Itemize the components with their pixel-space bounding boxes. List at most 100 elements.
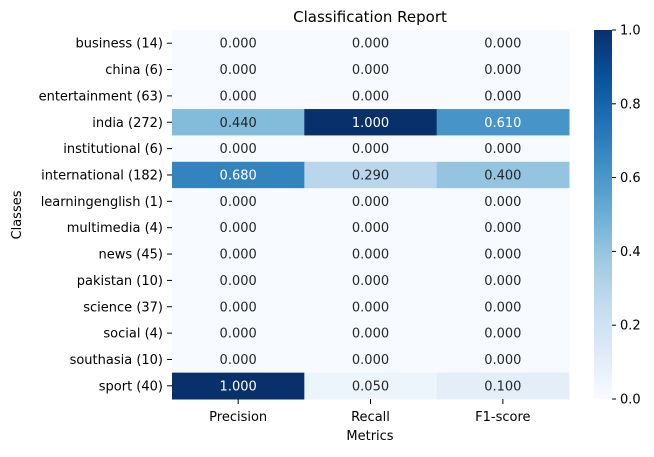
- colorbar-tick-label: 1.0: [620, 24, 641, 39]
- heatmap-cell: [436, 293, 570, 321]
- cell-value-label: 0.000: [220, 300, 257, 315]
- heatmap-cell: [304, 188, 438, 215]
- cell-value-label: 0.000: [484, 89, 521, 104]
- heatmap-cell: [436, 372, 570, 400]
- cell-value-label: 0.000: [352, 353, 389, 368]
- row-label: india (272): [92, 116, 163, 131]
- row-label: social (4): [103, 327, 163, 342]
- colorbar-tick-label: 0.8: [620, 97, 641, 112]
- heatmap-cell: [172, 30, 305, 57]
- cell-value-label: 0.000: [220, 274, 257, 289]
- heatmap-cell: [436, 82, 570, 110]
- colorbar-tick-label: 0.6: [620, 171, 641, 186]
- heatmap-cell: [172, 372, 305, 400]
- cell-value-label: 0.000: [352, 221, 389, 236]
- cell-value-label: 0.290: [352, 168, 389, 183]
- heatmap-cell: [172, 319, 305, 347]
- row-label: southasia (10): [70, 353, 163, 368]
- row-labels: business (14) china (6) entertainment (63)…: [39, 37, 172, 394]
- heatmap-cell: [304, 56, 438, 84]
- cell-value-label: 0.000: [220, 221, 257, 236]
- x-axis-label: Metrics: [346, 429, 393, 444]
- cell-value-label: 0.610: [484, 116, 521, 131]
- heatmap-cell: [172, 135, 305, 163]
- colorbar: [594, 30, 612, 399]
- row-label: china (6): [105, 63, 163, 78]
- cell-value-label: 0.000: [220, 89, 257, 104]
- cell-value-label: 0.100: [484, 379, 521, 394]
- column-label: Precision: [209, 410, 267, 425]
- heatmap-cell: [304, 109, 438, 136]
- heatmap-cell: [436, 56, 570, 84]
- cell-value-label: 0.000: [220, 248, 257, 263]
- cell-value-label: 0.000: [220, 195, 257, 210]
- cell-value-label: 0.000: [220, 63, 257, 78]
- heatmap-cell: [304, 372, 438, 400]
- heatmap-cell: [436, 109, 570, 136]
- heatmap-cell: [436, 267, 570, 295]
- colorbar-tick-label: 0.2: [620, 319, 641, 334]
- cell-value-label: 0.000: [352, 248, 389, 263]
- heatmap-cell: [304, 293, 438, 321]
- row-label: institutional (6): [63, 142, 163, 157]
- heatmap-cell: [436, 188, 570, 215]
- heatmap-cell: [304, 214, 438, 242]
- y-axis-label: Classes: [10, 190, 25, 239]
- row-label: multimedia (4): [67, 221, 163, 236]
- cells-layer: 0.000 0.000 0.000 0.000 0.000 0.000 0.000 0.000…: [172, 30, 570, 400]
- cell-value-label: 0.000: [220, 37, 257, 52]
- cell-value-label: 0.000: [484, 142, 521, 157]
- heatmap-cell: [436, 30, 570, 57]
- cell-value-label: 0.000: [484, 37, 521, 52]
- cell-value-label: 0.000: [352, 63, 389, 78]
- cell-value-label: 0.000: [484, 195, 521, 210]
- row-label: international (182): [41, 168, 163, 183]
- cell-value-label: 0.000: [484, 353, 521, 368]
- row-label: science (37): [83, 300, 163, 315]
- colorbar-tick-label: 0.0: [620, 393, 641, 408]
- colorbar-tick-label: 0.4: [620, 245, 641, 260]
- cell-value-label: 0.000: [484, 327, 521, 342]
- cell-value-label: 0.000: [484, 300, 521, 315]
- cell-value-label: 0.400: [484, 168, 521, 183]
- heatmap-cell: [172, 56, 305, 84]
- heatmap-cell: [172, 240, 305, 268]
- cell-value-label: 0.440: [220, 116, 257, 131]
- column-label: F1-score: [475, 410, 530, 425]
- heatmap-cell: [304, 135, 438, 163]
- heatmap-cell: [436, 214, 570, 242]
- heatmap-cell: [436, 346, 570, 374]
- cell-value-label: 0.000: [352, 195, 389, 210]
- heatmap-cell: [304, 267, 438, 295]
- heatmap-cell: [172, 109, 305, 136]
- heatmap-cell: [436, 240, 570, 268]
- heatmap-cell: [172, 188, 305, 215]
- cell-value-label: 0.000: [352, 274, 389, 289]
- heatmap-cell: [436, 161, 570, 189]
- cell-value-label: 0.000: [352, 300, 389, 315]
- row-label: sport (40): [99, 379, 163, 394]
- chart-title: Classification Report: [293, 8, 447, 26]
- heatmap-cell: [172, 267, 305, 295]
- cell-value-label: 0.000: [484, 221, 521, 236]
- row-label: business (14): [76, 37, 163, 52]
- cell-value-label: 0.680: [220, 168, 257, 183]
- column-label: Recall: [351, 410, 390, 425]
- cell-value-label: 0.000: [352, 89, 389, 104]
- heatmap-cell: [172, 82, 305, 110]
- heatmap-cell: [304, 82, 438, 110]
- row-label: learningenglish (1): [41, 195, 163, 210]
- row-label: pakistan (10): [77, 274, 163, 289]
- heatmap-cell: [304, 319, 438, 347]
- heatmap-cell: [172, 214, 305, 242]
- cell-value-label: 0.050: [352, 379, 389, 394]
- row-label: news (45): [99, 248, 163, 263]
- heatmap-cell: [304, 240, 438, 268]
- heatmap-cell: [304, 346, 438, 374]
- row-label: entertainment (63): [39, 89, 163, 104]
- cell-value-label: 0.000: [220, 327, 257, 342]
- cell-value-label: 0.000: [484, 274, 521, 289]
- heatmap-cell: [172, 293, 305, 321]
